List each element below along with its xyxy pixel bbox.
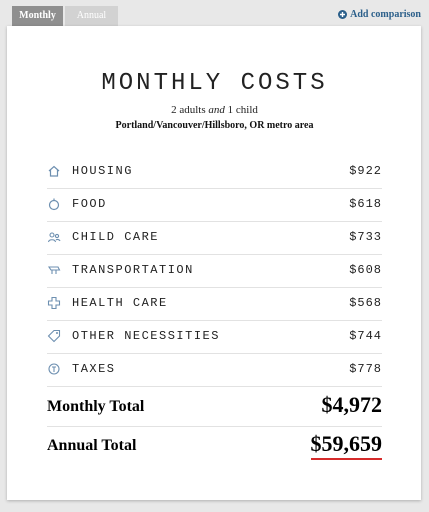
row-label: HEALTH CARE (72, 296, 168, 310)
tab-annual[interactable]: Annual (65, 6, 118, 26)
title: MONTHLY COSTS (101, 70, 328, 97)
adults: 2 adults (171, 104, 206, 116)
cost-row: FOOD $618 (47, 188, 382, 222)
row-amount: $568 (349, 296, 382, 310)
row-label: CHILD CARE (72, 230, 160, 244)
row-label: FOOD (72, 197, 107, 211)
icon-transportation (47, 266, 61, 274)
row-amount: $922 (349, 164, 382, 178)
cost-row: TRANSPORTATION $608 (47, 254, 382, 288)
row-amount: $618 (349, 197, 382, 211)
row-label: HOUSING (72, 164, 133, 178)
monthly-total: Monthly Total $4,972 (47, 388, 382, 427)
icon-other (47, 329, 61, 343)
icon-health (47, 296, 61, 310)
row-label: TRANSPORTATION (72, 263, 194, 277)
icon-housing (48, 165, 60, 177)
total-label: Annual Total (47, 437, 137, 454)
add-comparison-text[interactable]: Add comparison (350, 9, 421, 20)
row-amount: $608 (349, 263, 382, 277)
cost-row: OTHER NECESSITIES $744 (47, 320, 382, 354)
annual-total: Annual Total $59,659 (47, 427, 382, 465)
row-label: OTHER NECESSITIES (72, 329, 220, 343)
row-amount: $733 (349, 230, 382, 244)
subtitle: 2 adults and 1 child (0, 104, 429, 116)
total-amount: $59,659 (310, 431, 382, 460)
cost-row: HOUSING $922 (47, 155, 382, 189)
cost-row: CHILD CARE $733 (47, 221, 382, 255)
icon-childcare (47, 232, 61, 243)
row-amount: $778 (349, 362, 382, 376)
row-label: TAXES (72, 362, 116, 376)
icon-food (48, 198, 60, 211)
and: and (208, 104, 225, 116)
card (7, 26, 421, 500)
child: 1 child (227, 104, 258, 116)
location: Portland/Vancouver/Hillsboro, OR metro a… (115, 120, 314, 131)
icon-taxes (48, 363, 60, 375)
cost-row: HEALTH CARE $568 (47, 287, 382, 321)
plus-icon (338, 10, 348, 19)
cost-row: TAXES $778 (47, 353, 382, 387)
total-amount: $4,972 (321, 392, 383, 417)
add-comparison[interactable]: Add comparison (338, 9, 421, 20)
tab-monthly[interactable]: Monthly (12, 6, 63, 26)
row-amount: $744 (349, 329, 382, 343)
total-label: Monthly Total (47, 398, 145, 415)
